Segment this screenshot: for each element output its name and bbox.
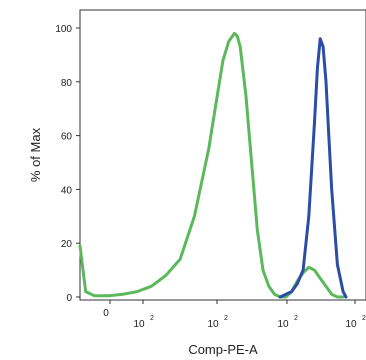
series-layer xyxy=(78,31,348,299)
y-tick-label: 80 xyxy=(61,78,73,89)
y-tick-label: 0 xyxy=(66,293,72,304)
x-tick-exponent: 2 xyxy=(150,315,154,322)
y-tick-label: 40 xyxy=(61,185,73,196)
plot-frame xyxy=(79,9,366,301)
x-tick-exponent: 2 xyxy=(294,315,298,322)
x-tick-label: 10 xyxy=(277,319,289,330)
x-tick-exponent: 2 xyxy=(362,315,366,322)
series-blue-line xyxy=(278,37,348,299)
x-axis-ticks: 0 10 2 10 2 10 2 10 2 xyxy=(103,300,366,330)
y-tick-label: 60 xyxy=(61,132,73,143)
x-tick-label: 10 xyxy=(133,319,145,330)
y-axis-title: % of Max xyxy=(28,127,43,182)
y-tick-label: 20 xyxy=(61,239,73,250)
x-tick-label: 10 xyxy=(207,319,219,330)
x-axis-title: Comp-PE-A xyxy=(188,342,258,357)
y-tick-label: 100 xyxy=(55,24,72,35)
x-tick-exponent: 2 xyxy=(224,315,228,322)
series-green-line xyxy=(78,31,345,299)
x-tick-label: 10 xyxy=(345,319,357,330)
y-axis-ticks: 0 20 40 60 80 100 xyxy=(55,24,80,304)
x-tick-label: 0 xyxy=(103,308,109,319)
